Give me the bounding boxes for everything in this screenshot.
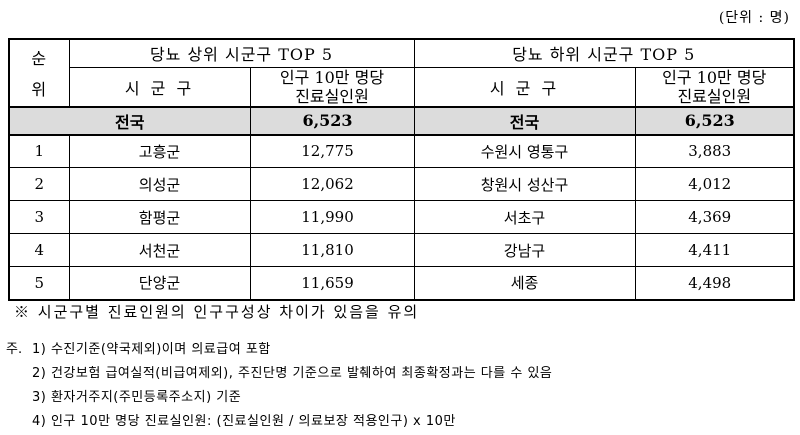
rank-cell: 1: [8, 134, 70, 168]
footnote-item-2: 2) 건강보험 급여실적(비급여제외), 주진단명 기준으로 발췌하여 최종확정…: [32, 366, 553, 381]
national-value-low: 6,523: [634, 105, 795, 136]
section-title-high: 당뇨 상위 시군구 TOP 5: [68, 38, 415, 68]
low-region-cell: 강남구: [413, 233, 636, 267]
unit-label: (단위 : 명): [718, 10, 790, 26]
high-region-cell: 고흥군: [68, 134, 251, 168]
table-row-1: 1 고흥군 12,775 수원시 영통구 3,883: [8, 134, 795, 168]
national-label-low: 전국: [413, 105, 636, 136]
low-value-cell: 4,411: [634, 233, 795, 267]
rank-header-stack: 순 위: [10, 42, 68, 104]
high-region-cell: 함평군: [68, 200, 251, 234]
low-region-cell: 창원시 성산구: [413, 167, 636, 201]
high-value-cell: 11,810: [249, 233, 415, 267]
high-value-header-line1: 인구 10만 명당: [279, 67, 385, 87]
diabetes-top5-table: 순 위 당뇨 상위 시군구 TOP 5 당뇨 하위 시군구 TOP 5 시 군 …: [8, 38, 795, 301]
national-value-high: 6,523: [249, 105, 415, 136]
high-value-cell: 12,062: [249, 167, 415, 201]
low-region-cell: 서초구: [413, 200, 636, 234]
low-value-column-header: 인구 10만 명당 진료실인원: [634, 66, 795, 107]
high-region-cell: 단양군: [68, 266, 251, 300]
high-region-cell: 의성군: [68, 167, 251, 201]
rank-header-char-bottom: 위: [31, 80, 48, 100]
low-value-header-line1: 인구 10만 명당: [662, 67, 767, 87]
table-row-5: 5 단양군 11,659 세종 4,498: [8, 266, 795, 300]
footnotes-list: 1) 수진기준(약국제외)이며 의료급여 포함 2) 건강보험 급여실적(비급여…: [32, 338, 552, 434]
table-row-4: 4 서천군 11,810 강남구 4,411: [8, 233, 795, 267]
footnotes-block: 주. 1) 수진기준(약국제외)이며 의료급여 포함 2) 건강보험 급여실적(…: [6, 338, 552, 434]
table-row-2: 2 의성군 12,062 창원시 성산구 4,012: [8, 167, 795, 201]
footnote-item-4: 4) 인구 10만 명당 진료실인원: (진료실인원 / 의료보장 적용인구) …: [32, 414, 456, 429]
high-region-column-header: 시 군 구: [68, 66, 251, 107]
high-value-cell: 12,775: [249, 134, 415, 168]
table-row-3: 3 함평군 11,990 서초구 4,369: [8, 200, 795, 234]
header-row-titles: 순 위 당뇨 상위 시군구 TOP 5 당뇨 하위 시군구 TOP 5: [8, 38, 795, 107]
low-value-cell: 4,012: [634, 167, 795, 201]
low-region-cell: 수원시 영통구: [413, 134, 636, 168]
section-title-low: 당뇨 하위 시군구 TOP 5: [413, 38, 795, 68]
high-value-header-line2: 진료실인원: [295, 86, 369, 106]
high-value-cell: 11,990: [249, 200, 415, 234]
rank-cell: 2: [8, 167, 70, 201]
high-value-cell: 11,659: [249, 266, 415, 300]
low-value-cell: 3,883: [634, 134, 795, 168]
low-region-column-header: 시 군 구: [413, 66, 636, 107]
footnotes-prefix: 주.: [6, 342, 23, 357]
high-value-column-header: 인구 10만 명당 진료실인원: [249, 66, 415, 107]
rank-cell: 4: [8, 233, 70, 267]
rank-column-header: 순 위: [8, 38, 70, 107]
rank-cell: 5: [8, 266, 70, 300]
low-value-cell: 4,498: [634, 266, 795, 300]
header-row-columns: 시 군 구 인구 10만 명당 진료실인원 시 군 구 인구 10만 명당 진료…: [9, 66, 795, 107]
rank-cell: 3: [8, 200, 70, 234]
rank-header-char-top: 순: [31, 49, 48, 69]
national-total-row: 전국 6,523 전국 6,523: [8, 105, 795, 136]
low-value-cell: 4,369: [634, 200, 795, 234]
low-value-header-line2: 진료실인원: [677, 86, 752, 106]
national-label-high: 전국: [8, 105, 251, 136]
high-region-cell: 서천군: [68, 233, 251, 267]
footnote-item-1: 1) 수진기준(약국제외)이며 의료급여 포함: [32, 342, 271, 357]
caution-note: ※ 시군구별 진료인원의 인구구성상 차이가 있음을 유의: [14, 303, 420, 321]
footnote-item-3: 3) 환자거주지(주민등록주소지) 기준: [32, 390, 242, 405]
low-region-cell: 세종: [413, 266, 636, 300]
